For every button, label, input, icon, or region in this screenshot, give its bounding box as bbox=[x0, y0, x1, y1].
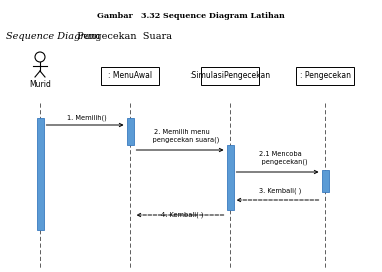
FancyBboxPatch shape bbox=[101, 67, 159, 85]
Text: 2.1 Mencoba
    pengecekan(): 2.1 Mencoba pengecekan() bbox=[253, 152, 307, 165]
Text: Murid: Murid bbox=[29, 80, 51, 89]
Text: 2. Memilih menu
    pengecekan suara(): 2. Memilih menu pengecekan suara() bbox=[144, 129, 220, 143]
Text: : MenuAwal: : MenuAwal bbox=[108, 72, 152, 81]
Text: 4. Kembali( ): 4. Kembali( ) bbox=[161, 212, 203, 218]
FancyBboxPatch shape bbox=[201, 67, 259, 85]
FancyBboxPatch shape bbox=[296, 67, 354, 85]
Text: Gambar   3.32 Sequence Diagram Latihan: Gambar 3.32 Sequence Diagram Latihan bbox=[97, 12, 285, 20]
FancyBboxPatch shape bbox=[126, 118, 133, 145]
Text: : Pengecekan: : Pengecekan bbox=[299, 72, 351, 81]
Text: Pengecekan  Suara: Pengecekan Suara bbox=[74, 32, 172, 41]
Text: 1. Memilih(): 1. Memilih() bbox=[67, 115, 107, 121]
Text: Sequence Diagram: Sequence Diagram bbox=[6, 32, 100, 41]
FancyBboxPatch shape bbox=[322, 170, 329, 192]
FancyBboxPatch shape bbox=[37, 118, 44, 230]
FancyBboxPatch shape bbox=[227, 145, 233, 210]
Text: :SimulasiPengecekan: :SimulasiPengecekan bbox=[189, 72, 270, 81]
Text: 3. Kembali( ): 3. Kembali( ) bbox=[259, 187, 301, 194]
